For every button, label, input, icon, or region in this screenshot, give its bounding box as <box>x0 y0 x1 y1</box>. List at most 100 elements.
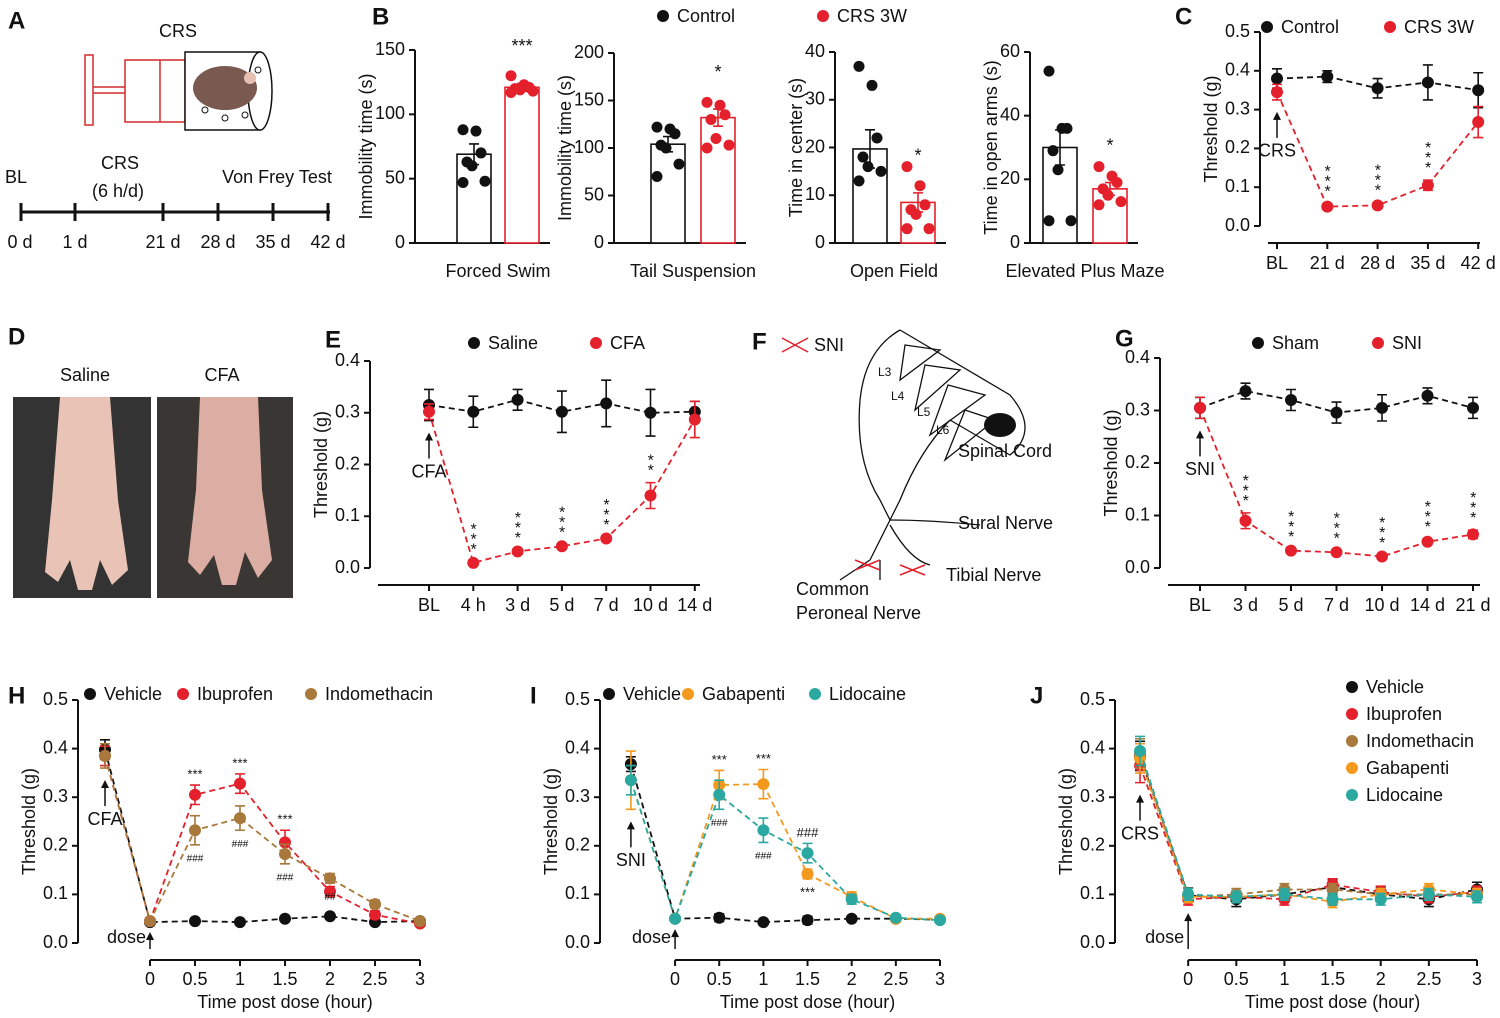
y-axis-label: Threshold (g) <box>1101 409 1121 516</box>
y-tick-label: 0.1 <box>565 883 590 903</box>
data-point <box>1230 890 1243 903</box>
legend-label: Control <box>677 6 735 26</box>
y-axis-label: Time in center (s) <box>786 78 806 217</box>
data-point <box>719 109 731 121</box>
data-point <box>757 916 770 929</box>
y-tick-label: 0.2 <box>43 835 68 855</box>
y-tick-label: 50 <box>385 167 405 187</box>
y-tick-label: 0.3 <box>1080 786 1105 806</box>
annotation: CFA <box>411 461 446 481</box>
x-tick-label: 2 <box>1376 969 1386 989</box>
data-point <box>466 160 478 172</box>
significance-label: *** <box>756 751 771 766</box>
data-point <box>511 393 524 406</box>
data-point <box>189 915 201 928</box>
x-tick-label: 7 d <box>1324 595 1349 615</box>
bar <box>456 153 492 244</box>
data-point <box>1093 199 1105 211</box>
data-point <box>1043 215 1055 227</box>
timeline-label: Von Frey Test <box>222 167 332 187</box>
nerve-label: Sural Nerve <box>958 513 1053 533</box>
spinal-lesion <box>984 413 1016 437</box>
data-point <box>1111 177 1123 189</box>
y-tick-label: 0.2 <box>1225 137 1250 157</box>
x-tick-label: 4 h <box>461 595 486 615</box>
legend-label: Control <box>1281 17 1339 37</box>
x-tick-label: 5 d <box>549 595 574 615</box>
y-tick-label: 100 <box>375 103 405 123</box>
y-axis-label: Threshold (g) <box>541 768 561 875</box>
significance-label: * <box>914 146 921 166</box>
data-point <box>414 915 426 928</box>
restrainer <box>184 51 273 131</box>
data-point <box>1182 888 1195 901</box>
legend-marker <box>1252 337 1264 349</box>
data-point <box>644 489 657 502</box>
x-tick-label: 1 <box>1279 969 1289 989</box>
y-tick-label: 50 <box>584 184 604 204</box>
significance-label: *** <box>598 497 615 527</box>
nerve-label: Spinal Cord <box>958 441 1052 461</box>
data-point <box>1065 215 1077 227</box>
data-point <box>1093 161 1105 173</box>
timeline-tick-label: 21 d <box>145 232 180 252</box>
panel-letter: F <box>752 328 767 355</box>
y-axis-label: Immobility time (s) <box>356 73 376 219</box>
x-tick-label: 14 d <box>677 595 712 615</box>
data-point <box>475 147 487 159</box>
panel-letter: G <box>1115 325 1134 352</box>
significance-label: *** <box>1283 509 1300 539</box>
data-point <box>901 223 913 235</box>
data-point <box>234 777 246 790</box>
data-point <box>713 911 726 924</box>
bar <box>504 86 540 244</box>
legend-marker <box>1346 762 1358 774</box>
data-point <box>189 788 201 801</box>
legend-label: Lidocaine <box>1366 785 1443 805</box>
y-tick-label: 0.3 <box>1125 399 1150 419</box>
nerve-label: Tibial Nerve <box>946 565 1041 585</box>
x-tick-label: 0.5 <box>707 969 732 989</box>
x-tick-label: 14 d <box>1410 595 1445 615</box>
x-tick-label: 21 d <box>1310 253 1345 273</box>
data-point <box>914 180 926 192</box>
annotation: CRS <box>1121 823 1159 843</box>
root-label: L4 <box>891 389 905 403</box>
y-tick-label: 0.5 <box>565 689 590 709</box>
x-tick-label: BL <box>1266 253 1288 273</box>
legend-label: Gabapenti <box>1366 758 1449 778</box>
nerve-label: Peroneal Nerve <box>796 603 921 623</box>
data-point <box>467 556 480 569</box>
root-label: L5 <box>917 405 931 419</box>
y-tick-label: 0.4 <box>335 350 360 370</box>
data-point <box>1467 528 1479 541</box>
nerve-label: Common <box>796 579 869 599</box>
y-tick-label: 0.2 <box>335 453 360 473</box>
data-point <box>1271 72 1283 85</box>
data-point <box>279 912 291 925</box>
significance-label: *** <box>1419 499 1436 529</box>
data-point <box>673 158 685 170</box>
data-point <box>651 171 663 182</box>
y-tick-label: 0 <box>594 232 604 252</box>
data-point <box>457 177 469 189</box>
legend-label: Vehicle <box>1366 677 1424 697</box>
legend-label: Ibuprofen <box>1366 704 1442 724</box>
syringe <box>84 54 186 126</box>
data-point <box>801 914 814 927</box>
data-point <box>669 912 682 925</box>
significance-label: *** <box>800 884 815 899</box>
data-point <box>688 413 701 426</box>
legend-label: CRS 3W <box>1404 17 1474 37</box>
panel-letter: B <box>372 3 389 30</box>
y-tick-label: 0.5 <box>1080 689 1105 709</box>
annotation: dose <box>632 927 671 947</box>
data-point <box>1285 394 1297 406</box>
x-tick-label: 0.5 <box>1224 969 1249 989</box>
data-point <box>845 912 858 925</box>
y-tick-label: 0.1 <box>335 505 360 525</box>
x-tick-label: 3 d <box>1233 595 1258 615</box>
arrow-head <box>671 929 680 938</box>
y-tick-label: 0.4 <box>43 737 68 757</box>
x-tick-label: 2 <box>325 969 335 989</box>
